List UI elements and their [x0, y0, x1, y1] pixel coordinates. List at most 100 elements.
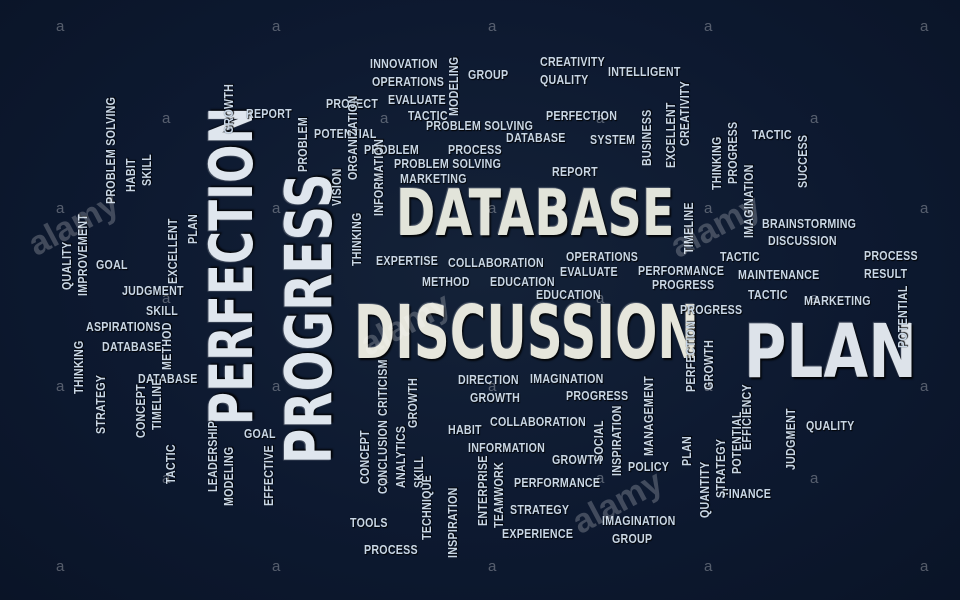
word: DISCUSSION — [768, 233, 837, 248]
watermark-letter: a — [810, 290, 819, 307]
word: PROGRESS — [725, 121, 740, 184]
watermark-letter: a — [162, 470, 171, 487]
watermark-letter: a — [488, 558, 497, 575]
word: MARKETING — [400, 171, 467, 186]
word: PROCESS — [448, 142, 502, 157]
word: QUANTITY — [697, 461, 712, 518]
word: JUDGMENT — [122, 283, 184, 298]
word: COLLABORATION — [490, 414, 586, 429]
word: PERFECTION — [546, 108, 618, 123]
watermark-letter: a — [920, 18, 929, 35]
word: THINKING — [709, 136, 724, 190]
word: STRATEGY — [510, 502, 570, 517]
word: THINKING — [349, 212, 364, 266]
word: JUDGMENT — [783, 408, 798, 470]
watermark-letter: a — [596, 110, 605, 127]
word: PROGRESS — [680, 302, 743, 317]
word: EFFECTIVE — [261, 445, 276, 506]
word: GROWTH — [552, 452, 603, 467]
word: SKILL — [139, 153, 154, 186]
watermark-letter: a — [56, 18, 65, 35]
word: HABIT — [448, 422, 482, 437]
word: PLAN — [679, 435, 694, 466]
watermark-letter: a — [596, 470, 605, 487]
word: TACTIC — [408, 108, 448, 123]
word: CONCEPT — [133, 384, 148, 438]
watermark-letter: a — [56, 558, 65, 575]
word: INNOVATION — [370, 56, 438, 71]
word: ORGANIZATION — [345, 95, 360, 180]
word: PROJECT — [326, 96, 379, 111]
word: GROWTH — [405, 377, 420, 428]
word: PLAN — [185, 213, 200, 244]
watermark-letter: a — [56, 378, 65, 395]
word: EVALUATE — [388, 92, 446, 107]
word: MODELING — [221, 446, 236, 506]
word: TOOLS — [350, 515, 388, 530]
word: LEADERSHIP — [205, 420, 220, 492]
word: INSPIRATION — [445, 487, 460, 558]
word: COLLABORATION — [448, 255, 544, 270]
word: INSPIRATION — [609, 405, 624, 476]
watermark-letter: a — [488, 378, 497, 395]
watermark-letter: a — [272, 378, 281, 395]
word: GROUP — [468, 67, 509, 82]
word: ANALYTICS — [393, 425, 408, 488]
word: FINANCE — [722, 486, 772, 501]
word: PROCESS — [364, 542, 418, 557]
word: DIRECTION — [458, 372, 519, 387]
word: THINKING — [71, 340, 86, 394]
word: BUSINESS — [639, 109, 654, 166]
watermark-letter: a — [920, 558, 929, 575]
word: OPERATIONS — [566, 249, 639, 264]
watermark-letter: a — [162, 110, 171, 127]
watermark-letter: a — [488, 200, 497, 217]
word: CRITICISM — [375, 359, 390, 416]
word: PERFORMANCE — [514, 475, 601, 490]
word: DATABASE — [506, 130, 566, 145]
word: QUALITY — [806, 418, 855, 433]
watermark-letter: a — [596, 290, 605, 307]
word: BRAINSTORMING — [762, 216, 857, 231]
word: CREATIVITY — [677, 80, 692, 146]
word-progress: PROGRESS — [273, 173, 347, 464]
word: STRATEGY — [713, 438, 728, 498]
word: ENTERPRISE — [475, 455, 490, 526]
word: INTELLIGENT — [608, 64, 681, 79]
word: SYSTEM — [590, 132, 636, 147]
word: PROBLEM — [295, 116, 310, 172]
word: IMAGINATION — [530, 371, 604, 386]
watermark-letter: a — [488, 18, 497, 35]
watermark-letter: a — [162, 290, 171, 307]
word: TECHNIQUE — [419, 475, 434, 540]
watermark-letter: a — [704, 558, 713, 575]
word: MAINTENANCE — [738, 267, 820, 282]
word: PROBLEM SOLVING — [426, 118, 534, 133]
word: MODELING — [446, 56, 461, 116]
watermark-letter: a — [810, 110, 819, 127]
word: INFORMATION — [371, 138, 386, 216]
word: TIMELINE — [149, 378, 164, 430]
word: GROUP — [612, 531, 653, 546]
watermark-letter: a — [810, 470, 819, 487]
word: DATABASE — [138, 371, 198, 386]
word: MANAGEMENT — [641, 375, 656, 456]
watermark-letter: a — [920, 200, 929, 217]
word: QUALITY — [540, 72, 589, 87]
word: GROWTH — [470, 390, 521, 405]
word: SOCIAL — [591, 420, 606, 462]
word: VISION — [329, 168, 344, 206]
word: SKILL — [146, 303, 179, 318]
word: PROGRESS — [566, 388, 629, 403]
word: EXPERIENCE — [502, 526, 574, 541]
watermark-letter: a — [380, 110, 389, 127]
word: EXCELLENT — [663, 102, 678, 168]
word: EDUCATION — [490, 274, 555, 289]
watermark-letter: a — [380, 470, 389, 487]
watermark-letter: a — [704, 378, 713, 395]
word: PROBLEM — [364, 142, 420, 157]
watermark-letter: a — [272, 558, 281, 575]
watermark-letter: a — [272, 200, 281, 217]
word: EXPERTISE — [376, 253, 439, 268]
